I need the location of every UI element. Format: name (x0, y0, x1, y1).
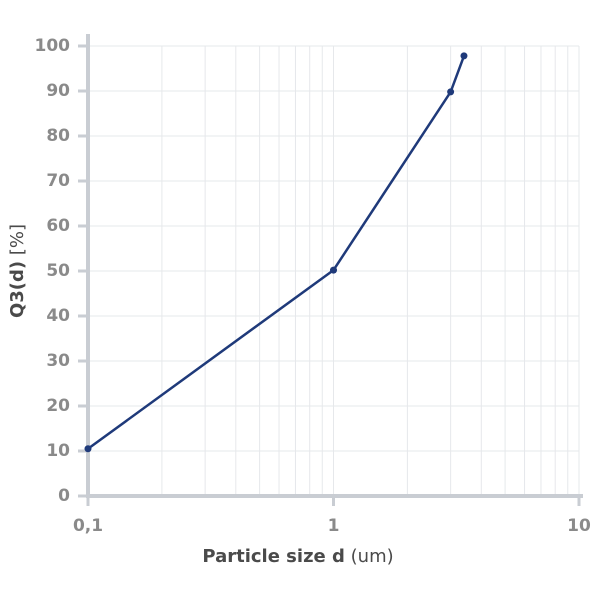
point (330, 266, 337, 274)
y-tick-label: 20 (46, 396, 70, 416)
line (87, 55, 466, 450)
y-tick-label: 70 (46, 171, 70, 191)
y-tick-label: 50 (46, 261, 70, 281)
y-tick-label: 0 (58, 486, 70, 506)
x-axis-label: Particle size d (um) (202, 546, 393, 567)
y-tick-label: 60 (46, 216, 70, 236)
x-unit: (um) (351, 546, 394, 567)
y-unit: [%] (7, 224, 28, 255)
point (447, 88, 455, 96)
y-tick-label: 30 (46, 351, 70, 371)
x-tick-label: 0,1 (73, 516, 103, 536)
point (84, 445, 92, 453)
x-tick-label: 10 (567, 516, 591, 536)
y-axis-label: Q3(d) [%] (7, 224, 28, 318)
y-tick-label: 80 (46, 126, 70, 146)
x-label: Particle size d (202, 546, 345, 567)
point (460, 52, 468, 60)
y-tick-label: 40 (46, 306, 70, 326)
y-tick-label: 100 (35, 36, 71, 56)
x-tick-label: 1 (328, 516, 340, 536)
y-tick-label: 10 (46, 441, 70, 461)
y-tick-label: 90 (46, 81, 70, 101)
y-label: Q3(d) (7, 261, 28, 318)
